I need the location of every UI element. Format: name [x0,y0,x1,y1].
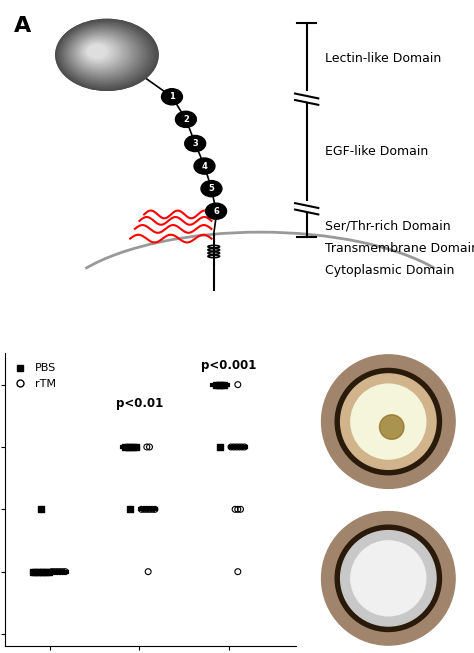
Point [37,566,45,577]
Point [230,441,237,452]
Text: 1: 1 [169,92,175,101]
Ellipse shape [201,181,222,197]
Point [140,504,148,515]
Circle shape [380,415,404,439]
Point [236,441,243,452]
Circle shape [351,384,426,459]
Point [216,441,224,452]
Point [234,379,242,390]
Point [34,566,42,577]
Point [39,566,47,577]
Text: Ser/Thr-rich Domain: Ser/Thr-rich Domain [325,219,451,232]
Circle shape [56,20,158,90]
Point [51,566,58,577]
Text: D: D [328,525,338,538]
Circle shape [341,531,436,626]
Circle shape [57,21,155,89]
Point [132,441,139,452]
Text: 3: 3 [192,139,198,148]
Point [59,566,66,577]
Text: Cytoplasmic Domain: Cytoplasmic Domain [325,264,455,278]
Point [121,441,128,452]
Point [137,504,145,515]
Circle shape [321,511,455,645]
Point [42,566,50,577]
Circle shape [67,29,139,78]
Point [124,441,131,452]
Circle shape [71,31,134,75]
Ellipse shape [162,89,182,105]
Circle shape [79,38,120,67]
Ellipse shape [185,135,206,151]
Point [62,566,69,577]
Circle shape [61,24,150,86]
Point [29,566,36,577]
Text: 2: 2 [183,115,189,124]
Circle shape [74,34,128,72]
Circle shape [86,43,110,60]
Legend: PBS, rTM: PBS, rTM [10,359,60,394]
Text: 6: 6 [213,207,219,215]
Point [238,441,246,452]
Point [241,441,248,452]
Text: p<0.01: p<0.01 [116,396,163,409]
Point [231,504,239,515]
Point [129,441,137,452]
Circle shape [77,37,123,69]
Circle shape [335,368,441,475]
Text: Transmembrane Domain: Transmembrane Domain [325,242,474,255]
Point [48,566,55,577]
Point [143,504,151,515]
Point [127,504,134,515]
Circle shape [73,33,131,74]
Text: C: C [328,368,337,381]
Circle shape [63,25,147,84]
Point [234,566,242,577]
Point [215,379,222,390]
Point [151,504,159,515]
Circle shape [66,27,142,80]
Point [31,566,39,577]
Text: 4: 4 [201,161,208,170]
Point [146,441,153,452]
Point [218,379,225,390]
Point [146,504,153,515]
Ellipse shape [206,203,227,219]
Point [145,566,152,577]
Text: p<0.001: p<0.001 [201,359,256,372]
Point [37,504,45,515]
Circle shape [81,39,118,65]
Circle shape [351,541,426,616]
Circle shape [84,42,112,61]
Point [220,379,228,390]
Text: Lectin-like Domain: Lectin-like Domain [325,52,441,65]
Circle shape [87,44,107,58]
Ellipse shape [194,158,215,174]
Circle shape [64,26,145,82]
Circle shape [69,30,137,77]
Point [237,504,244,515]
Point [127,441,134,452]
Point [212,379,219,390]
Circle shape [82,40,115,63]
Ellipse shape [175,111,196,127]
Point [143,441,151,452]
Point [54,566,61,577]
Point [45,566,53,577]
Circle shape [321,355,455,488]
Circle shape [59,22,153,87]
Point [228,441,235,452]
Point [234,504,242,515]
Text: A: A [14,16,31,36]
Point [233,441,240,452]
Point [56,566,64,577]
Circle shape [76,35,126,70]
Text: EGF-like Domain: EGF-like Domain [325,145,428,158]
Point [148,504,156,515]
Circle shape [56,20,158,90]
Circle shape [341,374,436,470]
Circle shape [335,525,441,631]
Text: 5: 5 [209,184,214,193]
